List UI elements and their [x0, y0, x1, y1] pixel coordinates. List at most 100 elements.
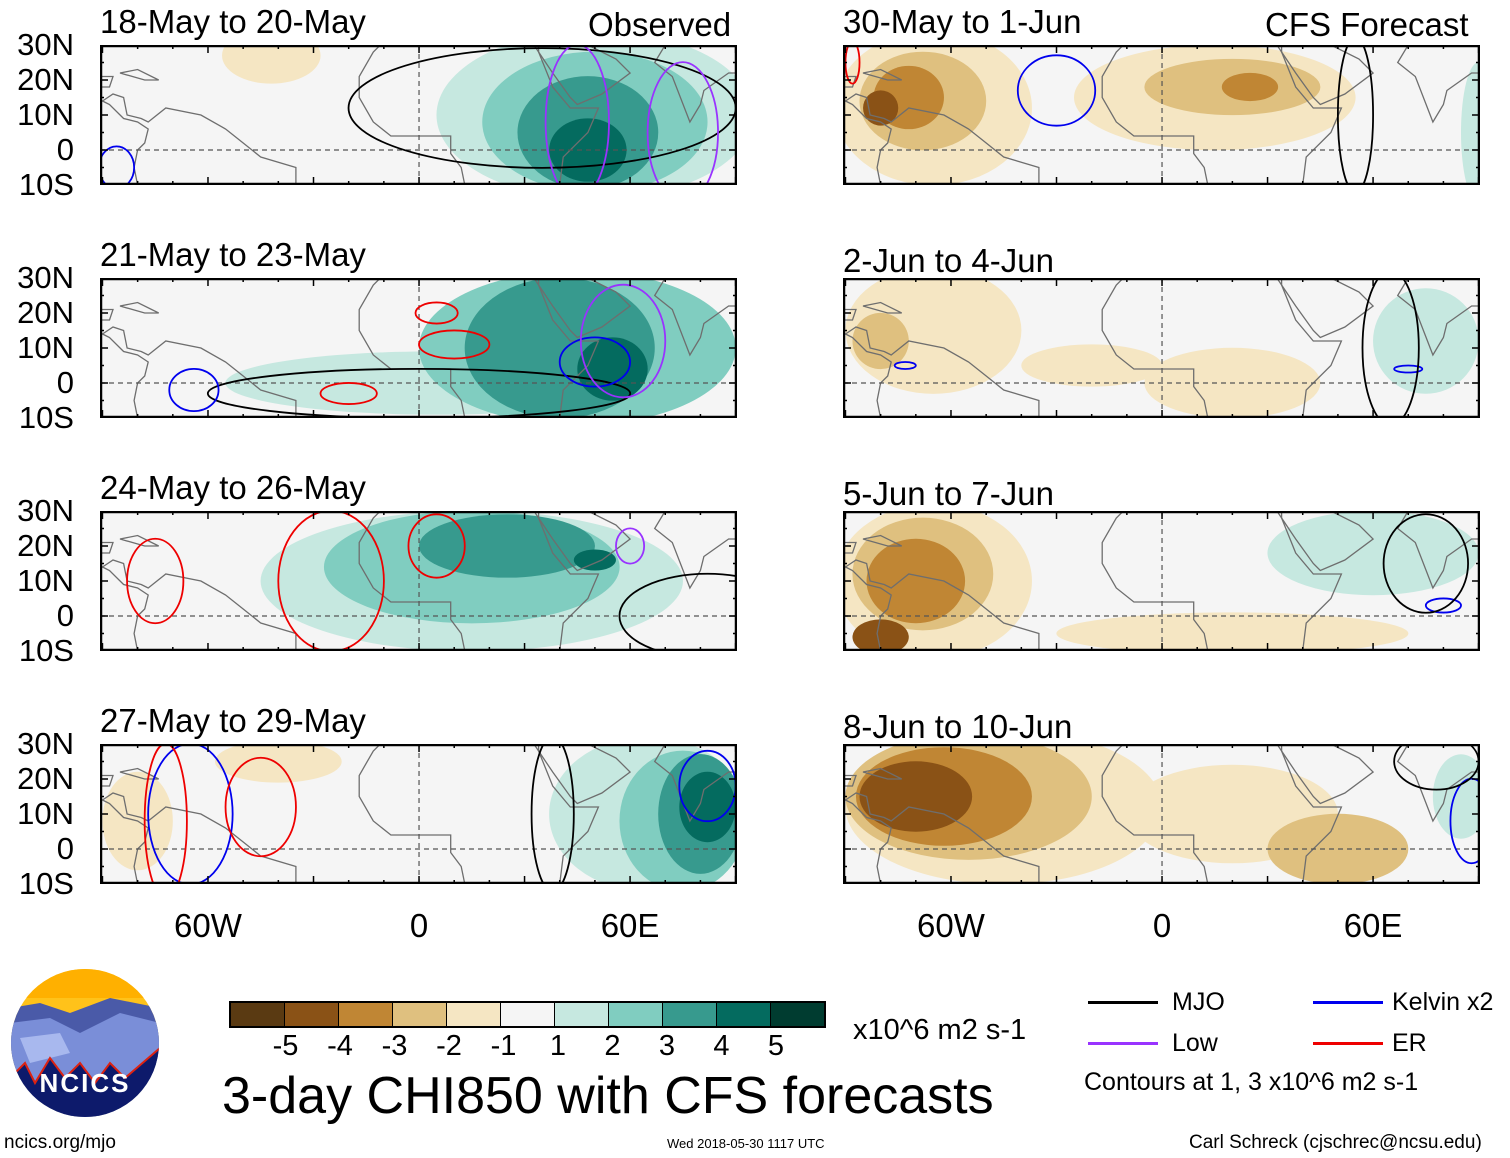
coastline — [1396, 45, 1480, 124]
legend-label-mjo: MJO — [1172, 988, 1225, 1016]
colorbar-swatch — [231, 1003, 285, 1026]
anomaly-shading — [222, 45, 321, 84]
coastline — [101, 326, 297, 418]
figure-title: 3-day CHI850 with CFS forecasts — [222, 1067, 994, 1125]
colorbar-label: -3 — [381, 1030, 408, 1062]
lat-label: 10N — [17, 330, 74, 365]
anomaly-shading — [1021, 344, 1163, 387]
observed-label: Observed — [588, 6, 732, 43]
contour-kelvin — [1393, 364, 1424, 374]
coastline — [1280, 744, 1375, 805]
colorbar-swatch — [663, 1003, 717, 1026]
anomaly-shading — [852, 312, 909, 370]
coastline — [843, 308, 857, 321]
anomaly-shading — [1267, 511, 1479, 596]
coastline — [101, 93, 297, 185]
colorbar-label: 4 — [713, 1030, 730, 1062]
lat-label: 10N — [17, 796, 74, 831]
contour-kelvin — [1424, 597, 1462, 614]
legend-label-er: ER — [1392, 1029, 1427, 1057]
colorbar-swatch — [771, 1003, 824, 1026]
panel-title: 2-Jun to 4-Jun — [843, 242, 1054, 279]
panel-title: 24-May to 26-May — [100, 469, 366, 506]
lon-label: 60W — [917, 907, 985, 944]
coastline — [537, 511, 632, 572]
contour-kelvin — [147, 744, 234, 884]
coastline — [1280, 278, 1375, 339]
footer-credit: Carl Schreck (cjschrec@ncsu.edu) — [1189, 1132, 1482, 1153]
colorbar-swatch — [339, 1003, 393, 1026]
legend-line-low — [1088, 1042, 1158, 1045]
contour-er — [224, 756, 297, 858]
contour-er — [414, 301, 459, 325]
coastline — [843, 541, 857, 554]
colorbar-swatch — [501, 1003, 555, 1026]
colorbar-swatch — [285, 1003, 339, 1026]
anomaly-shading — [573, 549, 617, 571]
colorbar-units: x10^6 m2 s-1 — [853, 1014, 1027, 1046]
colorbar-label: 2 — [604, 1030, 621, 1062]
panel-title: 18-May to 20-May — [100, 3, 366, 40]
contour-kelvin — [558, 336, 631, 388]
coastline — [843, 75, 857, 88]
lat-label: 20N — [17, 761, 74, 796]
contour-kelvin — [893, 361, 917, 370]
footer-url[interactable]: ncics.org/mjo — [4, 1132, 116, 1153]
coastline — [358, 511, 600, 651]
coastline — [537, 45, 632, 106]
lon-label: 60E — [600, 907, 660, 944]
lat-label: 0 — [56, 598, 74, 633]
legend-line-er — [1313, 1042, 1383, 1045]
lat-label: 10S — [18, 167, 74, 202]
map-panel-forecast — [843, 278, 1480, 418]
coastline — [844, 559, 1040, 651]
colorbar-swatch — [447, 1003, 501, 1026]
coastline — [358, 278, 600, 418]
coastline — [1280, 45, 1375, 106]
contour-er — [277, 511, 385, 651]
colorbar-swatch — [717, 1003, 771, 1026]
contour-low — [646, 61, 719, 185]
anomaly-shading — [1460, 62, 1480, 185]
contour-mjo — [1336, 45, 1374, 185]
map-panel-observed — [100, 744, 737, 884]
colorbar-swatch — [609, 1003, 663, 1026]
coastline — [1280, 511, 1375, 572]
lat-label: 30N — [17, 726, 74, 761]
coastline — [1396, 511, 1480, 590]
lon-label: 0 — [1152, 907, 1172, 944]
panel-title: 21-May to 23-May — [100, 236, 366, 273]
contour-low — [615, 527, 646, 565]
legend-label-low: Low — [1172, 1029, 1218, 1057]
lat-label: 20N — [17, 528, 74, 563]
lon-label: 0 — [409, 907, 429, 944]
colorbar-swatch — [393, 1003, 447, 1026]
lat-label: 10N — [17, 563, 74, 598]
coastline — [1101, 511, 1343, 651]
map-panel-observed — [100, 511, 737, 651]
lon-label: 60W — [174, 907, 242, 944]
coastline — [862, 68, 902, 81]
coastline — [844, 792, 1040, 884]
coastline — [537, 744, 632, 805]
coastline — [1101, 45, 1343, 185]
anomaly-shading — [1221, 72, 1279, 102]
anomaly-shading — [1432, 754, 1480, 839]
coastline — [101, 559, 297, 651]
map-panel-forecast — [843, 45, 1480, 185]
coastline — [100, 308, 114, 321]
contour-er — [407, 513, 466, 579]
panel-title: 30-May to 1-Jun — [843, 3, 1082, 40]
coastline — [358, 744, 600, 884]
anomaly-shading — [863, 90, 899, 126]
contour-er — [143, 744, 188, 884]
coastline — [100, 75, 114, 88]
colorbar-label: 5 — [767, 1030, 785, 1062]
map-panel-observed — [100, 45, 737, 185]
contour-kelvin — [100, 145, 136, 185]
coastline — [1101, 744, 1343, 884]
colorbar-label: -5 — [272, 1030, 299, 1062]
lat-label: 10S — [18, 866, 74, 901]
coastline — [862, 301, 902, 314]
anomaly-shading — [577, 337, 648, 401]
